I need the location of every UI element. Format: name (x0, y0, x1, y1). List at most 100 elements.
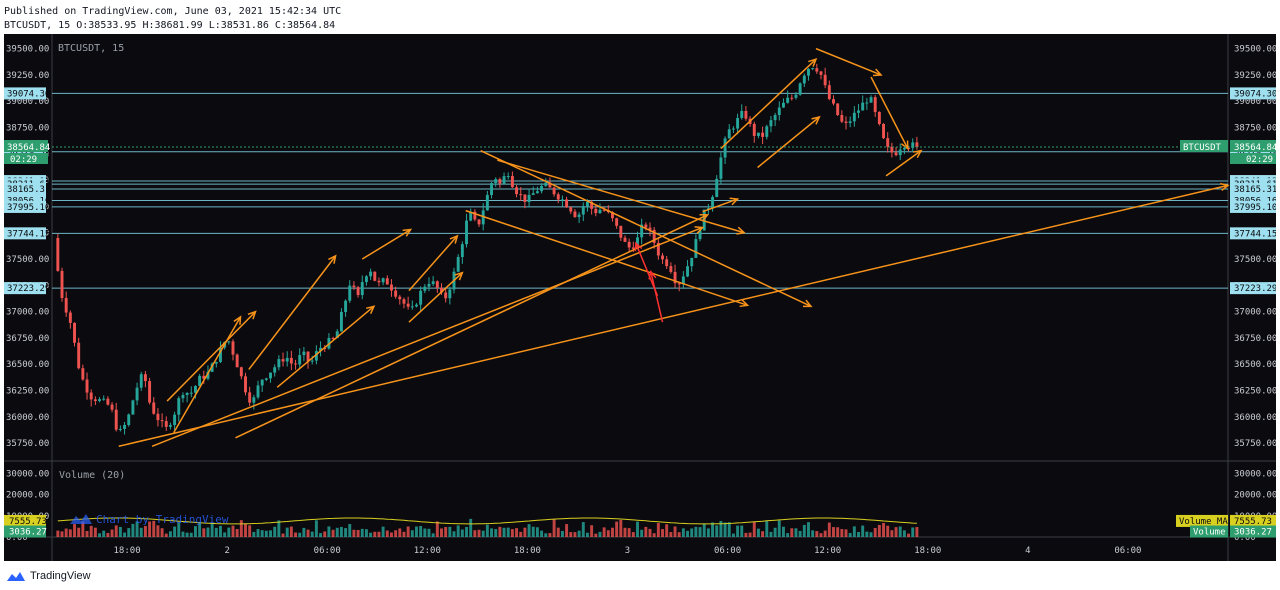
footer-brand[interactable]: TradingView (30, 570, 91, 582)
trend-arrow (870, 76, 909, 149)
volume-bar (773, 527, 777, 537)
volume-bar (427, 528, 431, 537)
chart-frame[interactable]: 35750.00 35750.00 36000.00 36000.00 36250.00… (4, 34, 1277, 561)
volume-bar (327, 526, 331, 537)
published-line: Published on TradingView.com, June 03, 2… (4, 6, 342, 17)
level-label-right: 37744.15 (1234, 229, 1276, 239)
candle-body (235, 354, 239, 368)
volume-bar (219, 525, 222, 537)
symbol-tag (1180, 140, 1228, 153)
level-tag-left (4, 282, 46, 295)
volume-bar (744, 532, 748, 537)
volume-bar (360, 528, 364, 537)
volume-bar (177, 522, 181, 537)
volume-bar (64, 528, 68, 537)
current-price-tag-right (1230, 140, 1276, 153)
candle-body (289, 357, 293, 364)
candle-body (356, 287, 360, 296)
volume-bar (506, 527, 510, 537)
trend-arrow (166, 311, 257, 402)
candle-body (339, 311, 343, 332)
candle-body (264, 378, 268, 380)
candle-body (402, 299, 406, 304)
volume-bar (569, 532, 573, 537)
volume-ma-name: Volume MA (1179, 517, 1228, 527)
candle-body (344, 300, 348, 312)
candle-body (193, 386, 197, 393)
candle-body (669, 266, 673, 272)
level-label-left: 37744.15 (7, 229, 50, 239)
candle-body (415, 304, 418, 307)
volume-bar (585, 532, 589, 537)
volume-bar (139, 527, 143, 537)
level-tag-right (1230, 183, 1276, 196)
volume-bar (168, 531, 172, 537)
volume-bar (640, 529, 644, 537)
volume-bar (490, 528, 493, 537)
volume-bar (669, 532, 673, 537)
candle-body (686, 266, 689, 277)
volume-bar (339, 526, 343, 537)
countdown-label-right: 02:29 (1246, 155, 1273, 165)
candle-body (81, 368, 85, 380)
candle-body (623, 237, 627, 242)
level-label-right: 38519.59 (1234, 148, 1276, 158)
trend-arrow-head (873, 68, 883, 77)
volume-bar (740, 525, 744, 537)
candle-body (394, 290, 398, 297)
volume-bar (902, 530, 906, 537)
price-tick-left: 39500.00 (6, 45, 49, 55)
candle-body (744, 110, 748, 119)
volume-bar (68, 529, 72, 537)
level-label-left: 38165.31 (7, 185, 50, 195)
volume-bar (590, 525, 594, 537)
candle-body (577, 214, 581, 218)
volume-bar (898, 526, 902, 537)
candle-body (723, 138, 727, 158)
candle-body (811, 68, 815, 70)
candle-body (790, 97, 794, 99)
volume-bar (373, 531, 377, 537)
candle-body (886, 138, 890, 147)
volume-bar (89, 525, 93, 537)
candle-body (335, 331, 339, 339)
volume-bar (619, 519, 623, 537)
candle-body (585, 201, 589, 207)
volume-bar (565, 524, 569, 537)
candle-body (152, 402, 156, 414)
candle-body (164, 421, 168, 427)
countdown-label-left: 02:29 (10, 155, 37, 165)
footer: TradingView (6, 568, 91, 584)
price-tick-right: 39000.00 (1234, 97, 1276, 107)
candle-body (807, 68, 810, 76)
candle-body (698, 230, 702, 240)
volume-name: Volume (1193, 528, 1226, 538)
volume-bar (98, 533, 101, 537)
price-tick-left: 36750.00 (6, 334, 49, 344)
volume-ma-tag-right (1230, 514, 1276, 527)
volume-bar (302, 527, 306, 537)
chart-svg[interactable]: 35750.00 35750.00 36000.00 36000.00 36250.00… (4, 34, 1277, 561)
volume-bar (348, 524, 352, 537)
volume-bar (477, 529, 481, 537)
volume-bar (131, 523, 135, 537)
volume-bar (331, 529, 335, 537)
trend-arrow-head (802, 299, 813, 308)
volume-bar (102, 530, 106, 537)
volume-tick-left: 0.00 (6, 533, 28, 543)
trend-arrow-head (247, 310, 257, 320)
candle-body (206, 371, 210, 379)
volume-bar (698, 527, 702, 537)
volume-bar (444, 527, 448, 537)
volume-bar (143, 526, 147, 537)
candle-body (256, 385, 260, 398)
candle-body (602, 209, 606, 211)
volume-bar (364, 529, 368, 537)
level-label-right: 39074.30 (1234, 89, 1276, 99)
volume-bar (273, 526, 277, 537)
trend-arrow (650, 271, 664, 323)
trend-arrow-head (454, 271, 464, 281)
candle-body (198, 375, 202, 387)
trend-arrow-head (694, 226, 705, 234)
candle-body (148, 381, 152, 403)
